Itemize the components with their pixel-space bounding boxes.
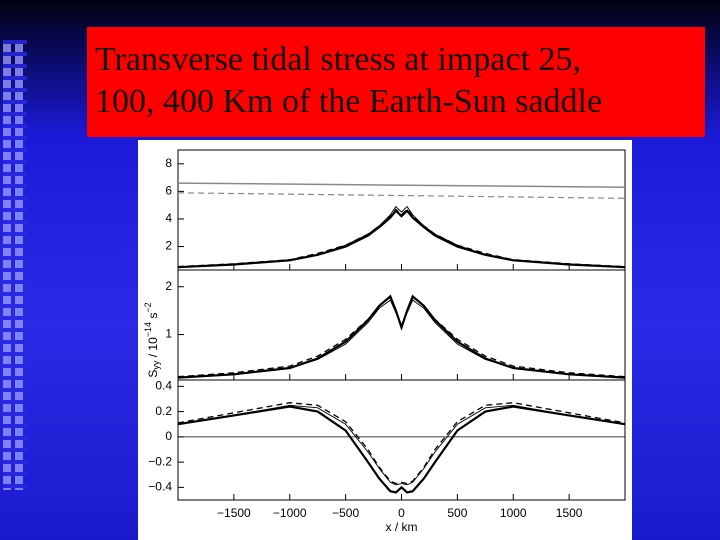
- y-label-part: S: [146, 370, 160, 378]
- series-line: [177, 296, 626, 378]
- series-line: [177, 208, 626, 268]
- x-tick-label: −1500: [217, 506, 251, 520]
- y-tick-label: 2: [165, 239, 172, 253]
- y-tick-label: 0.2: [155, 404, 172, 418]
- x-tick-label: 1500: [556, 506, 583, 520]
- series-line: [177, 294, 626, 379]
- decoration: [3, 40, 27, 490]
- title-line: Transverse tidal stress at impact 25,: [95, 41, 581, 78]
- y-axis-label: Syy / 10−14 s−2: [143, 302, 161, 377]
- y-tick-label: 6: [165, 184, 172, 198]
- x-tick-label: −1000: [273, 506, 307, 520]
- x-axis-label: x / km: [386, 520, 418, 534]
- series-line: [177, 192, 626, 199]
- y-label-part: s: [146, 313, 160, 322]
- y-label-part: −14: [143, 322, 153, 337]
- slide-title: Transverse tidal stress at impact 25, 10…: [87, 27, 705, 137]
- y-tick-label: −0.4: [148, 480, 172, 494]
- x-tick-label: 0: [398, 506, 405, 520]
- title-line: 100, 400 Km of the Earth-Sun saddle: [95, 83, 603, 120]
- x-tick-label: −500: [332, 506, 359, 520]
- x-tick-label: 500: [447, 506, 467, 520]
- series-line: [177, 404, 626, 486]
- series-line: [177, 205, 626, 268]
- y-tick-label: 1: [165, 327, 172, 341]
- y-tick-label: 0: [165, 429, 172, 443]
- y-tick-label: 4: [165, 211, 172, 225]
- figure-bg: [138, 140, 632, 540]
- y-tick-label: 2: [165, 279, 172, 293]
- y-tick-label: 8: [165, 156, 172, 170]
- figure: Syy / 10−14 s−2 2 4 6 8 1 2 −0.4 −0.2 0 0.2 0.4 −15…: [138, 140, 632, 540]
- series-line: [177, 402, 626, 485]
- series-line: [177, 299, 626, 379]
- series-line: [177, 182, 626, 188]
- series-line: [177, 405, 626, 494]
- y-label-part: yy: [151, 360, 161, 370]
- y-tick-label: 0.4: [155, 378, 172, 392]
- y-tick-label: −0.2: [148, 454, 172, 468]
- x-tick-label: 1000: [500, 506, 527, 520]
- y-label-part: / 10: [146, 337, 160, 361]
- y-label-part: −2: [143, 302, 153, 312]
